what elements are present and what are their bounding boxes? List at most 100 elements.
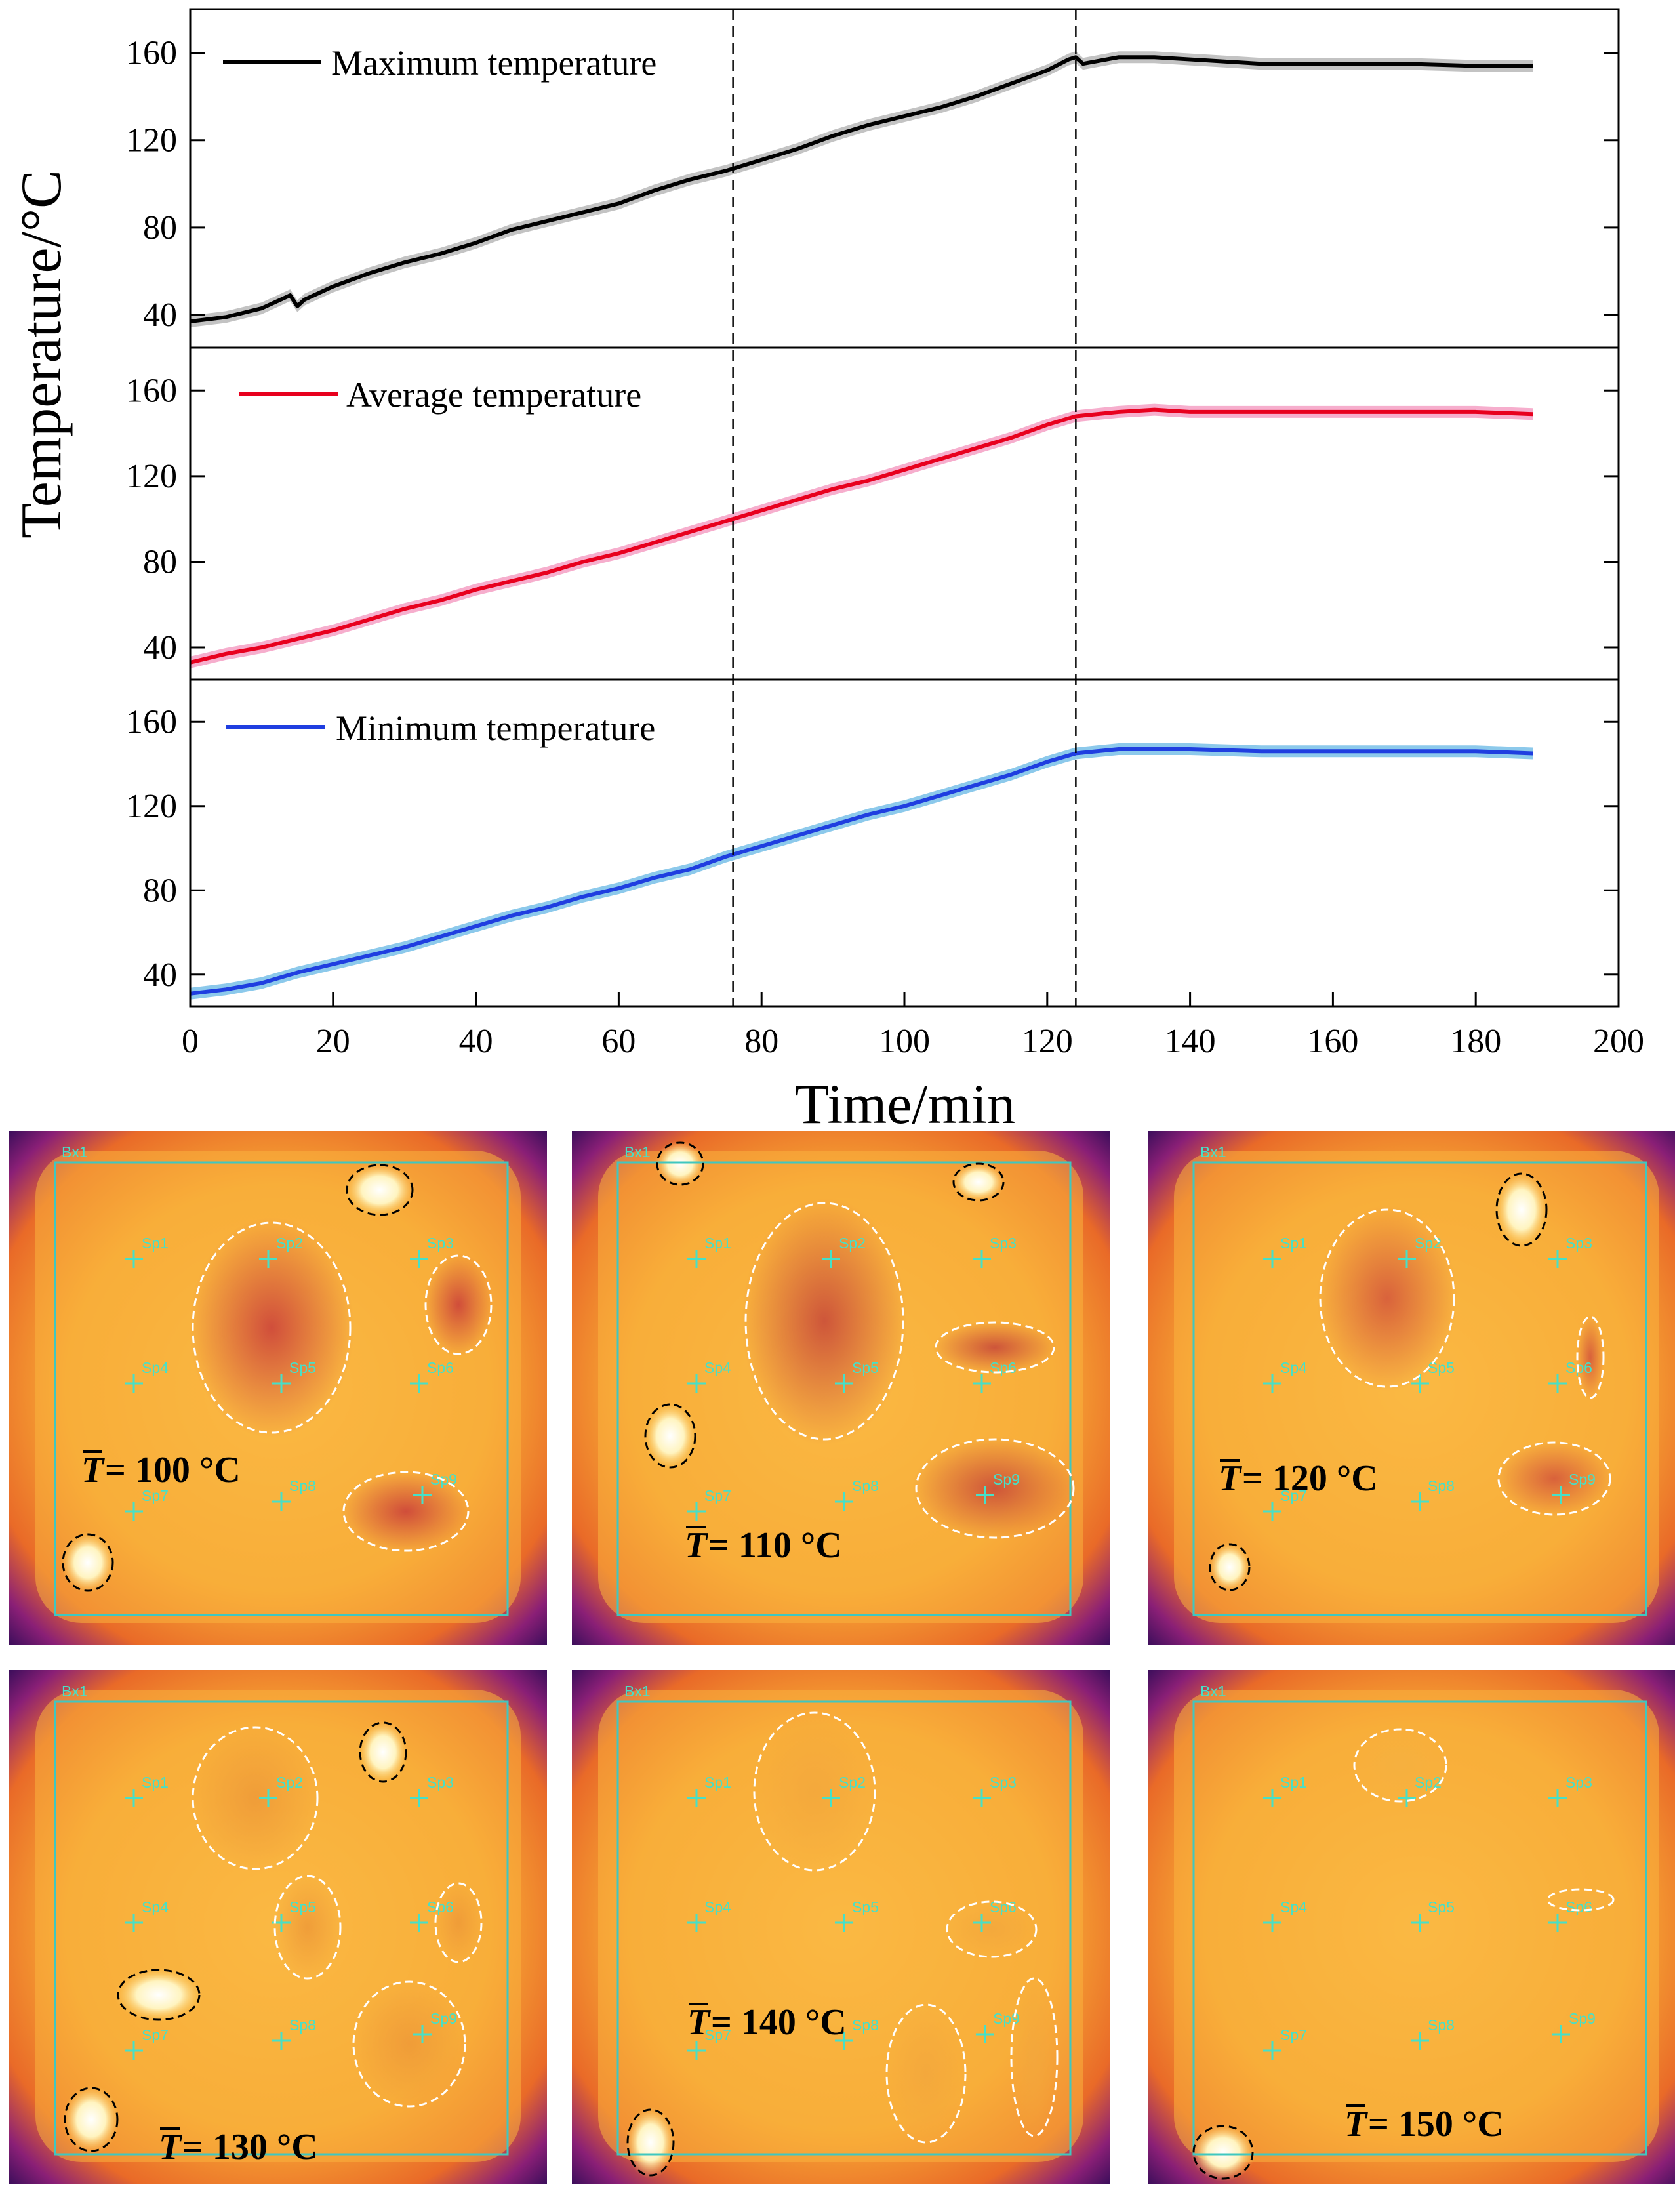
measurement-box: [1192, 1700, 1647, 2156]
y-tick-label-2-40: 40: [143, 956, 177, 994]
spot-label-4: Sp5: [852, 1898, 879, 1915]
box-label: Bx1: [624, 1143, 651, 1160]
box-label: Bx1: [62, 1683, 88, 1700]
spot-label-8: Sp9: [1569, 1471, 1596, 1488]
y-tick-label-0-40: 40: [143, 297, 177, 334]
thermal-image-2: Bx1 Sp1 Sp2 Sp3 Sp4 Sp5 Sp6 Sp7 Sp8 Sp9 T = 110 °C: [572, 1131, 1110, 1645]
white-dashed-outline-3: [352, 1980, 466, 2108]
measurement-box: [54, 1700, 509, 2156]
black-dashed-outline-5: [952, 1162, 1005, 1202]
mean-temp-value: = 100 °C: [105, 1450, 241, 1490]
white-dashed-outline-0: [1353, 1728, 1447, 1803]
legend-label-2: Minimum temperature: [336, 708, 655, 748]
cool-region-1: [933, 1321, 1057, 1374]
x-tick-label-60: 60: [601, 1023, 636, 1060]
cool-region-0: [1352, 1727, 1449, 1803]
spot-label-6: Sp7: [142, 2026, 169, 2043]
black-dashed-outline-4: [626, 2108, 675, 2177]
spot-label-5: Sp6: [990, 1898, 1017, 1915]
y-tick-label-1-80: 80: [143, 543, 177, 581]
spot-label-2: Sp3: [1565, 1774, 1592, 1791]
spot-label-2: Sp3: [990, 1235, 1017, 1252]
spot-label-5: Sp6: [1565, 1359, 1592, 1376]
y-axis-label: Temperature/°C: [10, 170, 73, 539]
spot-label-2: Sp3: [990, 1774, 1017, 1791]
y-tick-label-0-120: 120: [126, 122, 177, 159]
measurement-box: [54, 1161, 509, 1616]
spot-label-8: Sp9: [1569, 2010, 1596, 2027]
spot-label-7: Sp8: [289, 1477, 316, 1494]
x-tick-label-140: 140: [1165, 1023, 1216, 1060]
series-line-0: [190, 55, 1533, 324]
white-dashed-outline-1: [273, 1875, 342, 1980]
white-dashed-outline-1: [946, 1900, 1038, 1958]
thermal-image-1: Bx1 Sp1 Sp2 Sp3 Sp4 Sp5 Sp6 Sp7 Sp8 Sp9 T = 100 °C: [9, 1131, 547, 1645]
spot-label-3: Sp4: [704, 1359, 731, 1376]
y-tick-label-1-120: 120: [126, 458, 177, 495]
spot-label-3: Sp4: [142, 1359, 169, 1376]
hot-spot-4: [60, 1531, 115, 1594]
spot-label-6: Sp7: [704, 1487, 731, 1504]
box-label: Bx1: [1200, 1143, 1226, 1160]
cool-region-2: [885, 2001, 967, 2146]
white-dashed-outline-0: [744, 1202, 904, 1441]
cool-region-1: [1577, 1314, 1604, 1401]
spot-label-5: Sp6: [427, 1898, 454, 1915]
y-tick-label-1-40: 40: [143, 629, 177, 666]
spot-label-4: Sp5: [1428, 1898, 1455, 1915]
spot-label-6: Sp7: [704, 2026, 731, 2043]
box-label: Bx1: [624, 1683, 651, 1700]
hot-spot-4: [625, 2106, 676, 2179]
black-dashed-outline-6: [64, 2087, 119, 2152]
cool-region-1: [273, 1874, 342, 1981]
thermal-warm-core: [1174, 1690, 1659, 2162]
spot-label-3: Sp4: [142, 1898, 169, 1915]
spot-label-2: Sp3: [427, 1774, 454, 1791]
x-tick-label-0: 0: [182, 1023, 199, 1060]
cool-region-1: [1546, 1889, 1615, 1911]
spot-label-7: Sp8: [1428, 1477, 1455, 1494]
hot-spot-3: [1494, 1170, 1549, 1250]
spot-label-1: Sp2: [276, 1235, 303, 1252]
hot-spot-3: [344, 1162, 416, 1218]
white-dashed-outline-0: [753, 1711, 876, 1872]
box-label: Bx1: [62, 1143, 88, 1160]
spot-label-2: Sp3: [427, 1235, 454, 1252]
black-dashed-outline-4: [1209, 1543, 1251, 1591]
spot-label-0: Sp1: [142, 1774, 169, 1791]
spot-label-0: Sp1: [704, 1774, 731, 1791]
spot-label-0: Sp1: [1280, 1235, 1307, 1252]
white-dashed-outline-2: [342, 1471, 470, 1552]
spot-label-4: Sp5: [289, 1898, 316, 1915]
mean-temp-symbol: T: [687, 2002, 712, 2043]
series-band-2: [190, 743, 1533, 1000]
mean-temp-symbol: T: [685, 1525, 709, 1566]
spot-label-7: Sp8: [1428, 2017, 1455, 2034]
spot-label-3: Sp4: [1280, 1898, 1307, 1915]
spot-label-0: Sp1: [1280, 1774, 1307, 1791]
x-tick-label-20: 20: [316, 1023, 350, 1060]
cool-region-3: [350, 1978, 468, 2110]
x-tick-label-100: 100: [879, 1023, 930, 1060]
x-tick-label-180: 180: [1450, 1023, 1501, 1060]
series-band-1: [190, 403, 1533, 668]
spot-label-4: Sp5: [852, 1359, 879, 1376]
spot-label-5: Sp6: [1565, 1898, 1592, 1915]
white-dashed-outline-0: [192, 1726, 319, 1870]
spot-label-1: Sp2: [839, 1235, 866, 1252]
black-dashed-outline-2: [1192, 2125, 1254, 2180]
cool-region-2: [912, 1437, 1078, 1540]
hot-spot-4: [655, 1140, 706, 1187]
cool-region-0: [751, 1709, 878, 1874]
spot-label-5: Sp6: [427, 1359, 454, 1376]
thermal-image-4: Bx1 Sp1 Sp2 Sp3 Sp4 Sp5 Sp6 Sp7 Sp8 Sp9 T = 130 °C: [9, 1670, 547, 2184]
black-dashed-outline-4: [656, 1141, 704, 1186]
spot-label-6: Sp7: [1280, 2026, 1307, 2043]
spot-label-1: Sp2: [839, 1774, 866, 1791]
box-label: Bx1: [1200, 1683, 1226, 1700]
series-line-2: [190, 747, 1533, 996]
y-tick-label-0-80: 80: [143, 209, 177, 247]
mean-temp-value: = 130 °C: [182, 2127, 318, 2167]
spot-label-1: Sp2: [1415, 1235, 1442, 1252]
hot-spot-4: [357, 1719, 409, 1785]
